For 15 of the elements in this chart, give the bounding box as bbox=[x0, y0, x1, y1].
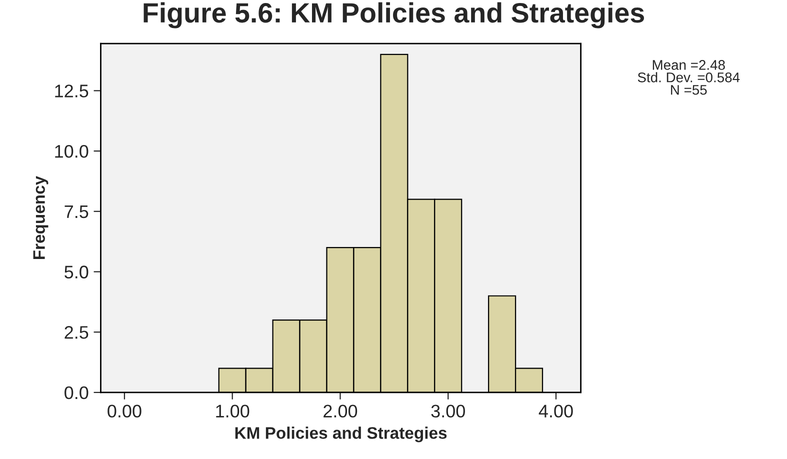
chart-title: Figure 5.6: KM Policies and Strategies bbox=[144, 2, 644, 28]
text: Mean =2.48 Std. Dev. =0.584 N =55 bbox=[638, 60, 740, 95]
x-tick-label: 2.00 bbox=[324, 404, 358, 418]
y-tick-label: 2.5 bbox=[64, 326, 88, 339]
x-axis-title: KM Policies and Strategies bbox=[235, 426, 447, 442]
x-tick-label: 1.00 bbox=[216, 404, 250, 418]
x-tick-label: 4.00 bbox=[538, 404, 573, 418]
y-tick-label: 0.0 bbox=[64, 386, 88, 400]
y-axis-title: Frequency bbox=[33, 176, 48, 260]
y-tick-label: 7.5 bbox=[64, 206, 88, 218]
x-tick-label: 0.00 bbox=[108, 404, 142, 418]
x-tick-label: 3.00 bbox=[431, 404, 465, 418]
y-tick-label: 12.5 bbox=[55, 84, 88, 98]
y-tick-label: 10.0 bbox=[55, 144, 88, 158]
y-tick-label: 5.0 bbox=[64, 266, 88, 278]
